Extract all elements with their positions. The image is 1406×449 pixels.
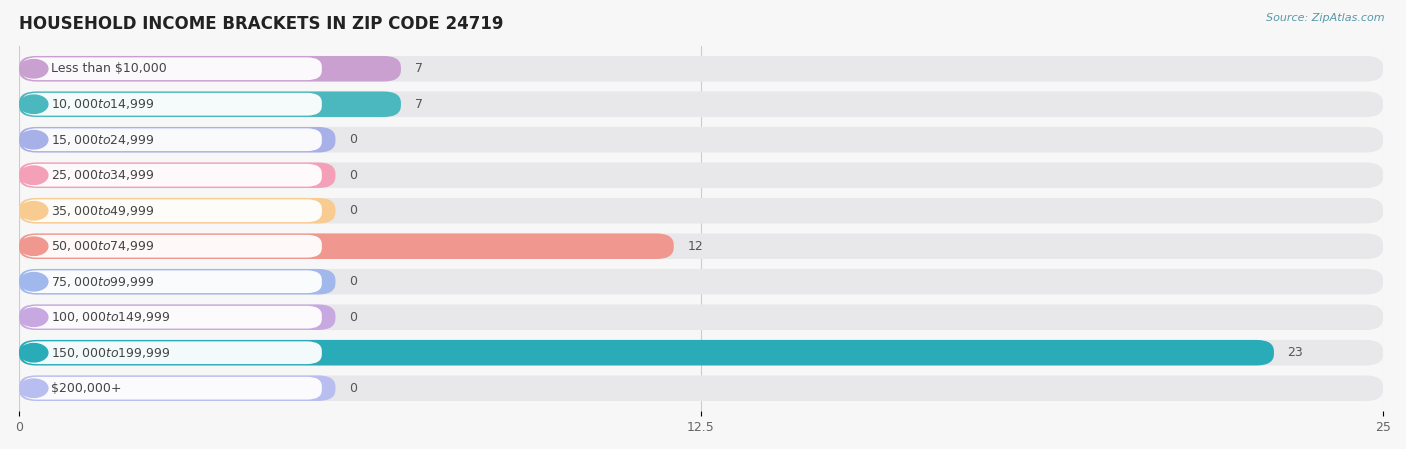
FancyBboxPatch shape <box>20 269 336 295</box>
Text: 0: 0 <box>349 311 357 324</box>
FancyBboxPatch shape <box>20 233 673 259</box>
Text: 7: 7 <box>415 62 423 75</box>
FancyBboxPatch shape <box>21 270 322 293</box>
Text: 23: 23 <box>1288 346 1303 359</box>
FancyBboxPatch shape <box>20 92 1384 117</box>
Text: $25,000 to $34,999: $25,000 to $34,999 <box>51 168 155 182</box>
FancyBboxPatch shape <box>20 56 401 82</box>
Circle shape <box>20 95 48 114</box>
Text: HOUSEHOLD INCOME BRACKETS IN ZIP CODE 24719: HOUSEHOLD INCOME BRACKETS IN ZIP CODE 24… <box>20 15 503 33</box>
Text: $200,000+: $200,000+ <box>51 382 122 395</box>
Text: $150,000 to $199,999: $150,000 to $199,999 <box>51 346 170 360</box>
Text: Less than $10,000: Less than $10,000 <box>51 62 167 75</box>
FancyBboxPatch shape <box>21 164 322 187</box>
Text: 0: 0 <box>349 169 357 182</box>
FancyBboxPatch shape <box>20 233 1384 259</box>
FancyBboxPatch shape <box>20 375 336 401</box>
FancyBboxPatch shape <box>20 198 1384 224</box>
Text: 12: 12 <box>688 240 703 253</box>
Circle shape <box>20 237 48 255</box>
FancyBboxPatch shape <box>21 93 322 115</box>
FancyBboxPatch shape <box>20 163 1384 188</box>
Text: $15,000 to $24,999: $15,000 to $24,999 <box>51 133 155 147</box>
Circle shape <box>20 308 48 326</box>
Circle shape <box>20 131 48 149</box>
Circle shape <box>20 379 48 397</box>
FancyBboxPatch shape <box>21 128 322 151</box>
FancyBboxPatch shape <box>20 304 336 330</box>
Text: $10,000 to $14,999: $10,000 to $14,999 <box>51 97 155 111</box>
Text: Source: ZipAtlas.com: Source: ZipAtlas.com <box>1267 13 1385 23</box>
FancyBboxPatch shape <box>21 235 322 258</box>
FancyBboxPatch shape <box>20 340 1274 365</box>
FancyBboxPatch shape <box>21 341 322 364</box>
Text: 0: 0 <box>349 382 357 395</box>
Text: $50,000 to $74,999: $50,000 to $74,999 <box>51 239 155 253</box>
FancyBboxPatch shape <box>20 304 1384 330</box>
Text: 0: 0 <box>349 275 357 288</box>
FancyBboxPatch shape <box>20 127 336 153</box>
Text: 0: 0 <box>349 133 357 146</box>
Text: 7: 7 <box>415 98 423 111</box>
Text: 0: 0 <box>349 204 357 217</box>
FancyBboxPatch shape <box>20 92 401 117</box>
Circle shape <box>20 343 48 362</box>
FancyBboxPatch shape <box>21 57 322 80</box>
FancyBboxPatch shape <box>21 377 322 400</box>
FancyBboxPatch shape <box>20 340 1384 365</box>
Circle shape <box>20 202 48 220</box>
Text: $35,000 to $49,999: $35,000 to $49,999 <box>51 204 155 218</box>
FancyBboxPatch shape <box>21 306 322 329</box>
Text: $100,000 to $149,999: $100,000 to $149,999 <box>51 310 170 324</box>
FancyBboxPatch shape <box>20 269 1384 295</box>
FancyBboxPatch shape <box>20 127 1384 153</box>
FancyBboxPatch shape <box>20 375 1384 401</box>
FancyBboxPatch shape <box>21 199 322 222</box>
FancyBboxPatch shape <box>20 198 336 224</box>
Text: $75,000 to $99,999: $75,000 to $99,999 <box>51 275 155 289</box>
Circle shape <box>20 166 48 185</box>
Circle shape <box>20 60 48 78</box>
Circle shape <box>20 273 48 291</box>
FancyBboxPatch shape <box>20 163 336 188</box>
FancyBboxPatch shape <box>20 56 1384 82</box>
